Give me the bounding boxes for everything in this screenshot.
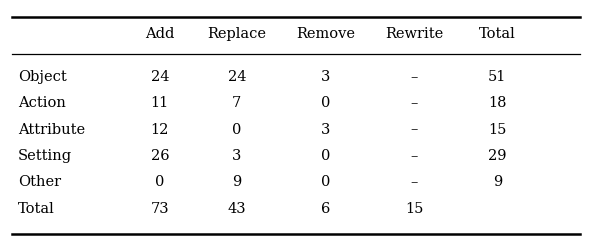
Text: 15: 15 <box>405 202 424 216</box>
Text: 24: 24 <box>227 70 246 84</box>
Text: 0: 0 <box>321 149 330 163</box>
Text: Add: Add <box>145 27 175 41</box>
Text: –: – <box>411 96 418 110</box>
Text: 3: 3 <box>232 149 242 163</box>
Text: 0: 0 <box>321 175 330 189</box>
Text: –: – <box>411 122 418 137</box>
Text: Replace: Replace <box>207 27 266 41</box>
Text: 6: 6 <box>321 202 330 216</box>
Text: 29: 29 <box>488 149 507 163</box>
Text: –: – <box>411 149 418 163</box>
Text: 0: 0 <box>321 96 330 110</box>
Text: 0: 0 <box>155 175 165 189</box>
Text: Remove: Remove <box>296 27 355 41</box>
Text: 9: 9 <box>232 175 242 189</box>
Text: 15: 15 <box>488 122 507 137</box>
Text: 9: 9 <box>493 175 502 189</box>
Text: 51: 51 <box>488 70 507 84</box>
Text: Other: Other <box>18 175 61 189</box>
Text: 0: 0 <box>232 122 242 137</box>
Text: 43: 43 <box>227 202 246 216</box>
Text: –: – <box>411 175 418 189</box>
Text: 18: 18 <box>488 96 507 110</box>
Text: –: – <box>411 70 418 84</box>
Text: 3: 3 <box>321 70 330 84</box>
Text: 11: 11 <box>151 96 169 110</box>
Text: 73: 73 <box>150 202 169 216</box>
Text: 3: 3 <box>321 122 330 137</box>
Text: 12: 12 <box>150 122 169 137</box>
Text: Setting: Setting <box>18 149 72 163</box>
Text: Action: Action <box>18 96 66 110</box>
Text: Rewrite: Rewrite <box>385 27 443 41</box>
Text: Total: Total <box>18 202 54 216</box>
Text: 26: 26 <box>150 149 169 163</box>
Text: Object: Object <box>18 70 66 84</box>
Text: 24: 24 <box>150 70 169 84</box>
Text: Attribute: Attribute <box>18 122 85 137</box>
Text: Total: Total <box>479 27 516 41</box>
Text: 7: 7 <box>232 96 242 110</box>
